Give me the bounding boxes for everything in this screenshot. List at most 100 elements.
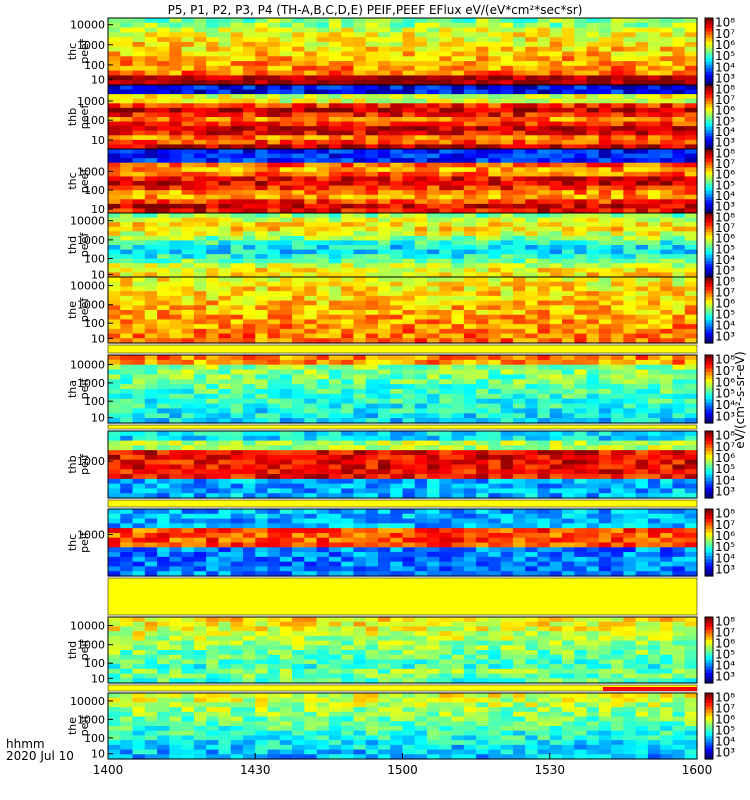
heatmap-cell — [684, 418, 698, 424]
heatmap-cell — [157, 240, 170, 246]
heatmap-cell — [439, 474, 453, 480]
heatmap-cell — [365, 267, 379, 274]
heatmap-cell — [292, 310, 305, 316]
heatmap-cell — [574, 135, 588, 141]
colorbar-segment — [705, 225, 713, 230]
heatmap-cell — [157, 359, 170, 366]
heatmap-cell — [562, 355, 575, 361]
heatmap-cell — [549, 305, 563, 311]
heatmap-cell — [476, 80, 489, 86]
heatmap-cell — [108, 85, 121, 91]
heatmap-cell — [586, 310, 600, 316]
heatmap-cell — [660, 103, 674, 109]
heatmap-cell — [476, 389, 489, 395]
heatmap-cell — [304, 408, 318, 414]
heatmap-cell — [181, 408, 195, 414]
heatmap-cell — [623, 176, 637, 182]
heatmap-cell — [635, 324, 649, 330]
heatmap-cell — [304, 384, 318, 390]
heatmap-cell — [328, 291, 342, 297]
heatmap-cell — [525, 103, 539, 109]
heatmap-cell — [512, 413, 526, 419]
colorbar-tick-label: 10³ — [715, 71, 735, 85]
heatmap-cell — [218, 85, 232, 91]
heatmap-cell — [242, 328, 256, 335]
heatmap-cell — [157, 445, 170, 451]
heatmap-cell — [574, 393, 588, 400]
heatmap-cell — [144, 51, 158, 57]
heatmap-cell — [500, 231, 514, 237]
heatmap-cell — [279, 41, 293, 48]
heatmap-cell — [476, 208, 489, 214]
heatmap-cell — [242, 226, 256, 232]
heatmap-cell — [341, 440, 355, 446]
heatmap-cell — [402, 398, 416, 405]
heatmap-cell — [365, 369, 379, 376]
heatmap-cell — [684, 144, 698, 150]
heatmap-cell — [684, 85, 698, 91]
heatmap-cell — [328, 194, 342, 200]
heatmap-cell — [488, 126, 502, 132]
heatmap-cell — [598, 305, 612, 311]
heatmap-cell — [169, 281, 183, 288]
figure-title: P5, P1, P2, P3, P4 (TH-A,B,C,D,E) PEIF,P… — [168, 3, 583, 17]
heatmap-cell — [647, 41, 661, 48]
heatmap-cell — [672, 459, 686, 466]
heatmap-cell — [672, 249, 686, 255]
heatmap-cell — [144, 319, 158, 325]
heatmap-cell — [402, 126, 416, 132]
heatmap-cell — [451, 153, 465, 159]
heatmap-cell — [574, 117, 588, 123]
heatmap-cell — [586, 359, 600, 366]
heatmap-cell — [414, 203, 428, 210]
heatmap-cell — [439, 37, 453, 43]
heatmap-cell — [598, 27, 612, 33]
heatmap-cell — [377, 469, 391, 475]
heatmap-cell — [230, 338, 244, 344]
heatmap-cell — [120, 226, 134, 232]
heatmap-cell — [144, 121, 158, 127]
heatmap-cell — [169, 459, 183, 466]
heatmap-cell — [427, 199, 440, 205]
colorbar-segment — [705, 152, 713, 156]
colorbar-tick-label: 10⁷ — [715, 221, 735, 235]
heatmap-cell — [611, 319, 624, 325]
heatmap-cell — [157, 107, 170, 114]
heatmap-cell — [402, 226, 416, 232]
heatmap-cell — [549, 240, 563, 246]
heatmap-cell — [574, 310, 588, 316]
heatmap-cell — [267, 190, 281, 196]
heatmap-cell — [451, 488, 465, 494]
heatmap-cell — [120, 208, 134, 214]
heatmap-cell — [549, 98, 563, 104]
heatmap-cell — [206, 379, 220, 385]
heatmap-cell — [292, 291, 305, 297]
heatmap-cell — [439, 107, 453, 114]
heatmap-cell — [316, 300, 330, 306]
heatmap-cell — [598, 117, 612, 123]
heatmap-cell — [488, 226, 502, 232]
heatmap-cell — [525, 222, 539, 228]
heatmap-cell — [218, 369, 232, 376]
heatmap-cell — [672, 469, 686, 475]
heatmap-cell — [144, 445, 158, 451]
heatmap-cell — [390, 203, 404, 210]
heatmap-cell — [402, 310, 416, 316]
heatmap-cell — [562, 240, 575, 246]
heatmap-cell — [562, 98, 575, 104]
heatmap-cell — [414, 61, 428, 67]
heatmap-cell — [181, 295, 195, 302]
heatmap-cell — [365, 117, 379, 123]
heatmap-cell — [181, 418, 195, 424]
heatmap-cell — [500, 70, 514, 77]
heatmap-cell — [598, 300, 612, 306]
heatmap-cell — [365, 98, 379, 104]
heatmap-cell — [341, 359, 355, 366]
heatmap-cell — [684, 117, 698, 123]
heatmap-cell — [623, 121, 637, 127]
heatmap-cell — [377, 117, 391, 123]
heatmap-cell — [365, 310, 379, 316]
heatmap-cell — [598, 70, 612, 77]
heatmap-cell — [193, 130, 207, 136]
